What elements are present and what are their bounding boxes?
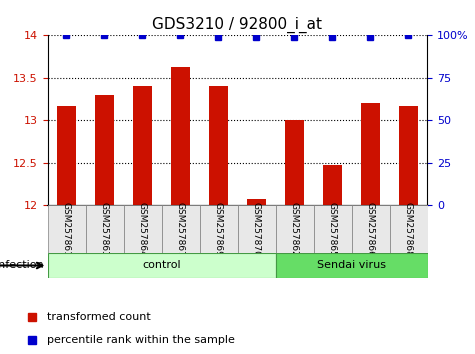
- Text: Sendai virus: Sendai virus: [317, 261, 386, 270]
- Text: infection: infection: [0, 261, 44, 270]
- Bar: [95, 95, 114, 205]
- Text: GSM257869: GSM257869: [214, 202, 223, 257]
- Text: GSM257861: GSM257861: [62, 202, 71, 257]
- FancyBboxPatch shape: [162, 205, 199, 253]
- Text: transformed count: transformed count: [48, 312, 151, 322]
- FancyBboxPatch shape: [314, 205, 352, 253]
- Bar: [133, 86, 152, 205]
- Bar: [399, 106, 418, 205]
- Text: GSM257863: GSM257863: [100, 202, 109, 257]
- Bar: [247, 199, 266, 205]
- Text: control: control: [142, 261, 181, 270]
- Title: GDS3210 / 92800_i_at: GDS3210 / 92800_i_at: [152, 16, 323, 33]
- Bar: [361, 103, 380, 205]
- FancyBboxPatch shape: [276, 253, 428, 278]
- Bar: [323, 165, 342, 205]
- Bar: [209, 86, 228, 205]
- FancyBboxPatch shape: [390, 205, 428, 253]
- Text: GSM257862: GSM257862: [290, 202, 299, 257]
- Text: GSM257870: GSM257870: [252, 202, 261, 257]
- FancyBboxPatch shape: [200, 205, 238, 253]
- FancyBboxPatch shape: [48, 205, 86, 253]
- FancyBboxPatch shape: [124, 205, 162, 253]
- FancyBboxPatch shape: [276, 205, 314, 253]
- Text: GSM257868: GSM257868: [404, 202, 413, 257]
- FancyBboxPatch shape: [352, 205, 390, 253]
- Text: percentile rank within the sample: percentile rank within the sample: [48, 335, 235, 346]
- Text: GSM257865: GSM257865: [328, 202, 337, 257]
- Bar: [171, 67, 190, 205]
- Text: GSM257864: GSM257864: [138, 202, 147, 257]
- Text: GSM257866: GSM257866: [366, 202, 375, 257]
- FancyBboxPatch shape: [238, 205, 276, 253]
- Text: GSM257867: GSM257867: [176, 202, 185, 257]
- Bar: [57, 106, 76, 205]
- Bar: [285, 120, 304, 205]
- FancyBboxPatch shape: [86, 205, 124, 253]
- FancyBboxPatch shape: [48, 253, 276, 278]
